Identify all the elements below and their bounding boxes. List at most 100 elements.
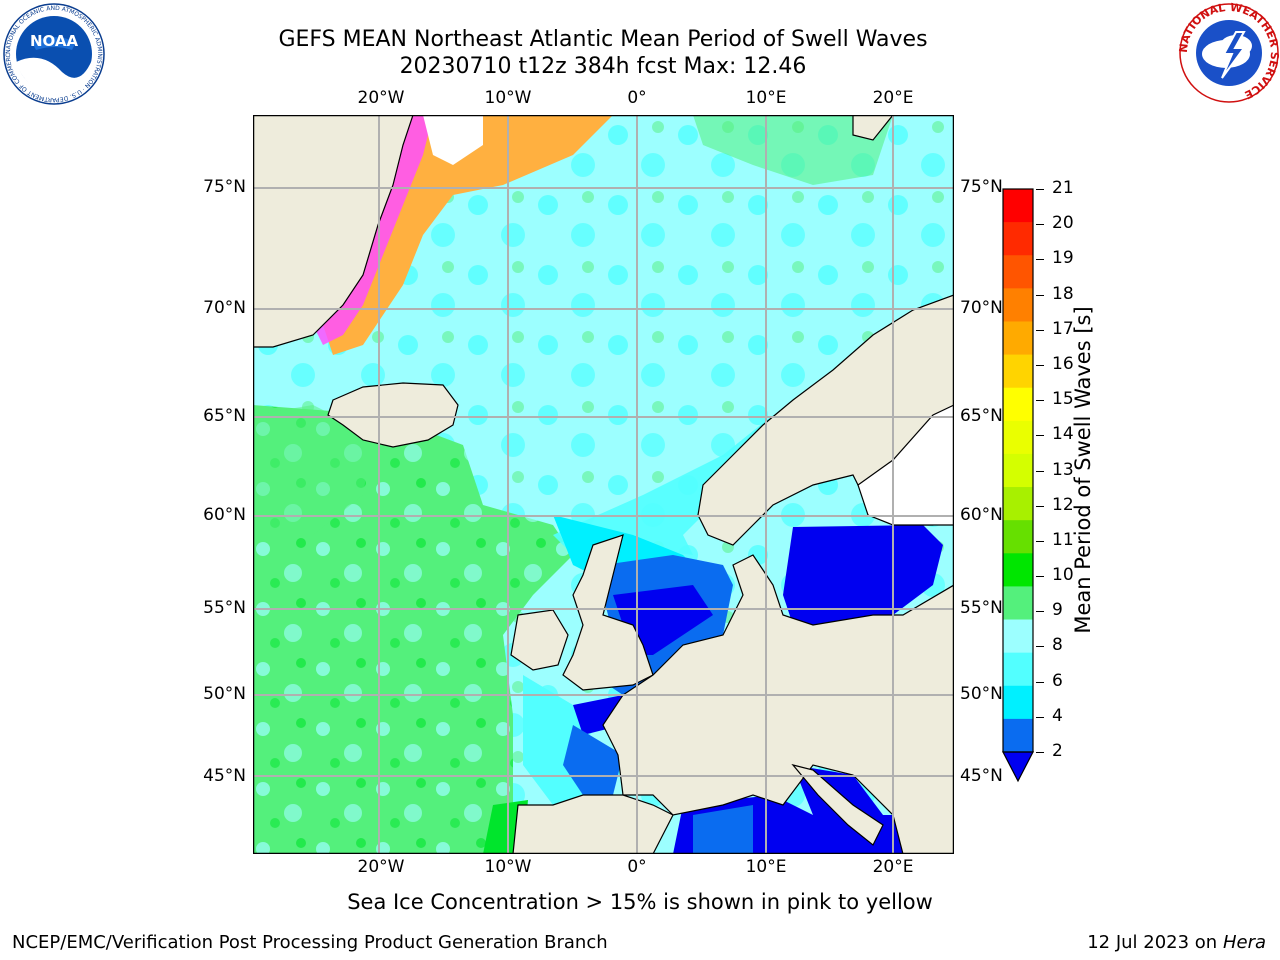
colorbar-segment xyxy=(1003,354,1033,389)
lat-label-left: 75°N xyxy=(203,177,246,197)
colorbar-segment xyxy=(1003,520,1033,554)
lat-label-left: 70°N xyxy=(203,298,246,318)
chart-subtitle: 20230710 t12z 384h fcst Max: 12.46 xyxy=(399,54,807,79)
colorbar-tick-mark xyxy=(1036,189,1044,190)
colorbar-segment xyxy=(1003,288,1033,322)
ocean-blue-biscay xyxy=(563,725,623,795)
colorbar-tick-mark xyxy=(1036,752,1044,753)
lon-label-bottom: 20°E xyxy=(872,857,914,877)
lon-label-top: 20°W xyxy=(357,88,405,108)
colorbar-tick-label: 15 xyxy=(1052,389,1074,410)
colorbar-tick-mark xyxy=(1036,400,1044,402)
colorbar-tick-label: 6 xyxy=(1052,670,1063,691)
colorbar-tick-label: 2 xyxy=(1052,741,1063,761)
colorbar-segment xyxy=(1003,222,1033,256)
colorbar-tick-mark xyxy=(1036,576,1044,578)
colorbar-tick-mark xyxy=(1036,611,1044,613)
colorbar-tick-label: 8 xyxy=(1052,635,1063,656)
lat-label-left: 50°N xyxy=(203,684,246,704)
colorbar-segment xyxy=(1003,553,1033,587)
graticule xyxy=(253,115,954,854)
lon-label-bottom: 0° xyxy=(627,857,647,877)
lat-label-right: 60°N xyxy=(960,505,1003,525)
land-great-britain xyxy=(562,534,654,691)
colorbar-tick-label: 13 xyxy=(1052,459,1074,480)
lon-label-bottom: 10°E xyxy=(745,857,787,877)
colorbar-tick-mark xyxy=(1036,540,1044,542)
map-plot xyxy=(253,115,954,854)
colorbar-segment xyxy=(1003,255,1033,289)
lon-label-top: 10°E xyxy=(745,88,787,108)
colorbar-frame xyxy=(1002,188,1034,753)
lon-label-bottom: 10°W xyxy=(484,857,532,877)
colorbar-tick-mark xyxy=(1036,646,1044,648)
lat-label-left: 45°N xyxy=(203,766,246,786)
colorbar-tick-label: 16 xyxy=(1052,353,1074,374)
lat-label-right: 55°N xyxy=(960,598,1003,618)
colorbar-tick-label: 4 xyxy=(1052,705,1063,726)
land-iceland xyxy=(327,382,459,448)
ocean-blue-baltic xyxy=(783,525,943,625)
footer-host: Hera xyxy=(1222,932,1266,953)
footer-date-text: 12 Jul 2023 on xyxy=(1087,932,1223,953)
land-greenland xyxy=(253,115,414,348)
ocean-green-north xyxy=(693,115,893,185)
colorbar-tick-mark xyxy=(1036,435,1044,437)
lat-label-right: 65°N xyxy=(960,406,1003,426)
land-svalbard xyxy=(852,115,894,141)
colorbar-segment xyxy=(1003,453,1033,488)
colorbar-segment xyxy=(1003,652,1033,687)
lat-label-left: 60°N xyxy=(203,505,246,525)
land-iberia xyxy=(512,794,674,854)
lon-label-top: 0° xyxy=(627,88,647,108)
colorbar-tick-label: 11 xyxy=(1052,529,1074,550)
colorbar-tick-label: 17 xyxy=(1052,318,1074,339)
lat-label-left: 55°N xyxy=(203,598,246,618)
ocean-cyan-belt xyxy=(553,415,783,565)
colorbar-segment xyxy=(1003,420,1033,455)
lat-label-right: 70°N xyxy=(960,298,1003,318)
lon-label-top: 20°E xyxy=(872,88,914,108)
colorbar-tick-label: 12 xyxy=(1052,494,1074,515)
colorbar-tick-mark xyxy=(1036,470,1044,472)
colorbar-tick-label: 18 xyxy=(1052,283,1074,304)
colorbar-tick-label: 14 xyxy=(1052,424,1074,445)
colorbar-tick-mark xyxy=(1036,224,1044,226)
colorbar-tick-mark xyxy=(1036,294,1044,296)
noaa-text: NOAA xyxy=(30,32,79,50)
colorbar-tick-label: 10 xyxy=(1052,565,1074,586)
noaa-logo: NATIONAL OCEANIC AND ATMOSPHERIC ADMINIS… xyxy=(2,2,105,105)
colorbar-tick-label: 9 xyxy=(1052,600,1063,621)
colorbar-extend-arrow xyxy=(1002,751,1034,783)
lon-label-bottom: 20°W xyxy=(357,857,405,877)
colorbar-segment xyxy=(1003,685,1033,720)
chart-title: GEFS MEAN Northeast Atlantic Mean Period… xyxy=(278,27,928,52)
land-continental-europe xyxy=(602,554,954,854)
footer-date: 12 Jul 2023 on Hera xyxy=(1087,932,1266,953)
colorbar-segment xyxy=(1003,586,1033,621)
map-frame xyxy=(253,115,954,854)
colorbar-tick-label: 21 xyxy=(1052,178,1074,198)
colorbar-label: Mean Period of Swell Waves [s] xyxy=(1071,306,1095,634)
colorbar-tick-mark xyxy=(1036,259,1044,261)
colorbar-tick-mark xyxy=(1036,716,1044,718)
lat-label-left: 65°N xyxy=(203,406,246,426)
lat-label-right: 75°N xyxy=(960,177,1003,197)
footer-credit: NCEP/EMC/Verification Post Processing Pr… xyxy=(12,932,608,953)
lat-label-right: 50°N xyxy=(960,684,1003,704)
colorbar-tick-mark xyxy=(1036,681,1044,683)
sea-ice-white xyxy=(423,115,483,165)
colorbar-segment xyxy=(1003,321,1033,356)
colorbar-tick-mark xyxy=(1036,364,1044,366)
lon-label-top: 10°W xyxy=(484,88,532,108)
lat-label-right: 45°N xyxy=(960,766,1003,786)
colorbar-segment xyxy=(1003,487,1033,521)
colorbar-tick-mark xyxy=(1036,505,1044,507)
colorbar-segment xyxy=(1003,619,1033,654)
colorbar-tick-label: 19 xyxy=(1052,248,1074,269)
colorbar-segment xyxy=(1003,387,1033,422)
colorbar-tick-label: 20 xyxy=(1052,213,1074,234)
colorbar-tick-mark xyxy=(1036,329,1044,331)
colorbar-segment xyxy=(1003,718,1033,753)
sea-ice-note: Sea Ice Concentration > 15% is shown in … xyxy=(347,890,933,914)
